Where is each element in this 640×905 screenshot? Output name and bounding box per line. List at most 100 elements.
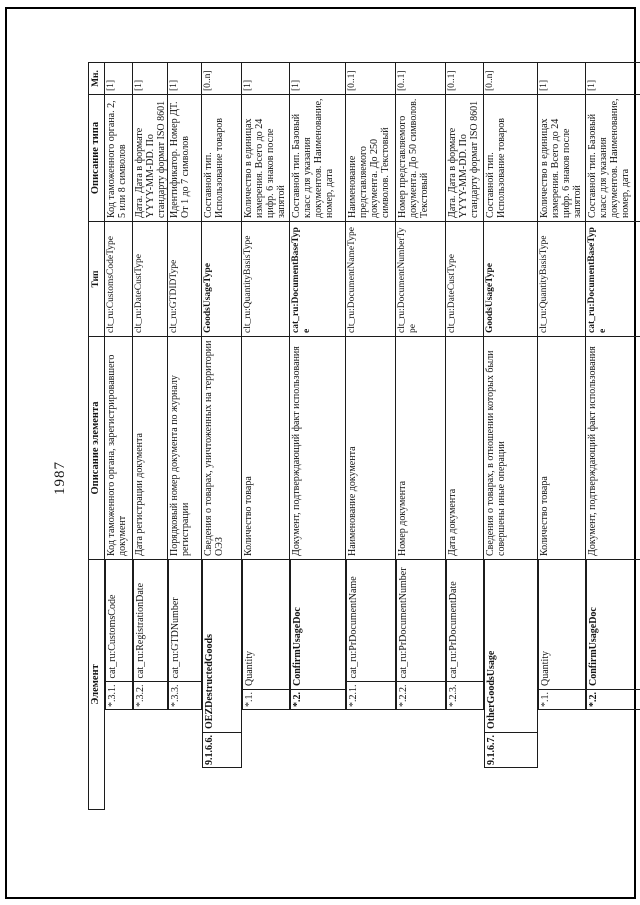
- element-box: *.2. ConfirmUsageDoc: [290, 560, 346, 810]
- element-number: *.2.2.: [396, 681, 446, 710]
- type-description-cell: Составной тип. Базовый класс для указани…: [586, 95, 640, 222]
- type-description-cell: Составной тип. Использование товаров: [202, 95, 242, 222]
- table-header-row: Элемент Описание элемента Тип Описание т…: [88, 62, 105, 810]
- multiplicity-cell: [1]: [290, 62, 346, 95]
- element-name: cat_ru:PrDocumentName: [346, 560, 396, 682]
- elements-table: Элемент Описание элемента Тип Описание т…: [88, 62, 640, 810]
- element-name: cat_ru:RegistrationDate: [133, 560, 168, 682]
- element-name: cat_ru:GTDNumber: [168, 560, 202, 682]
- element-description-cell: Количество товара: [242, 337, 290, 560]
- multiplicity-cell: [0..1]: [446, 62, 484, 95]
- type-description-cell: Составной тип. Базовый класс для указани…: [290, 95, 346, 222]
- element-box: *.1. Quantity: [538, 560, 586, 810]
- element-number: *.3.3.: [168, 681, 202, 710]
- indent-spacer: [242, 710, 290, 810]
- element-number: *.3.1.: [105, 681, 133, 710]
- element-cell: *.2.1. cat_ru:PrDocumentName: [346, 560, 396, 810]
- element-cell: *.2. ConfirmUsageDoc: [290, 560, 346, 810]
- multiplicity-cell: [0..n]: [484, 62, 538, 95]
- element-description-cell: Дата документа: [446, 337, 484, 560]
- element-cell: *.3.2. cat_ru:RegistrationDate: [133, 560, 168, 810]
- multiplicity-cell: [1]: [586, 62, 640, 95]
- multiplicity-cell: [1]: [133, 62, 168, 95]
- element-box: *.3.3. cat_ru:GTDNumber: [168, 560, 202, 810]
- element-cell: *.3.1. cat_ru:CustomsCode: [105, 560, 133, 810]
- indent-spacer: [446, 710, 484, 810]
- type-description-cell: Дата. Дата в формате YYYY-MM-DD. По стан…: [446, 95, 484, 222]
- element-description-cell: Документ, подтверждающий факт использова…: [586, 337, 640, 560]
- element-name: OEZDestructedGoods: [202, 560, 242, 732]
- indent-spacer: [168, 710, 202, 810]
- type-cell: clt_ru:DateCustType: [446, 222, 484, 337]
- table-row: *.2. ConfirmUsageDoc Документ, подтверждаю…: [586, 62, 640, 810]
- element-name: cat_ru:CustomsCode: [105, 560, 133, 682]
- type-cell: cat_ru:DocumentBaseType: [290, 222, 346, 337]
- element-description-cell: Код таможенного органа, зарегистрировавш…: [105, 337, 133, 560]
- table-body: *.3.1. cat_ru:CustomsCode Код таможенного …: [105, 62, 640, 810]
- element-box: *.2.2. cat_ru:PrDocumentNumber: [396, 560, 446, 810]
- element-description-cell: Номер документа: [396, 337, 446, 560]
- element-name: ConfirmUsageDoc: [290, 560, 346, 689]
- type-cell: clt_ru:DateCustType: [133, 222, 168, 337]
- element-name: cat_ru:PrDocumentDate: [446, 560, 484, 682]
- element-description-cell: Количество товара: [538, 337, 586, 560]
- element-description-cell: Сведения о товарах, в отношении которых …: [484, 337, 538, 560]
- element-number: *.1.: [242, 689, 290, 710]
- type-description-cell: Наименование представляемого документа. …: [346, 95, 396, 222]
- type-description-cell: Количество в единицах измерения. Всего д…: [538, 95, 586, 222]
- element-number: *.2.1.: [346, 681, 396, 710]
- element-cell: 9.1.6.7. OtherGoodsUsage: [484, 560, 538, 810]
- table-row: *.2.3. cat_ru:PrDocumentDate Дата документ…: [446, 62, 484, 810]
- table-row: *.2.2. cat_ru:PrDocumentNumber Номер докум…: [396, 62, 446, 810]
- type-description-cell: Идентификатор. Номер ДТ. От 1 до 7 симво…: [168, 95, 202, 222]
- table-row: *.1. Quantity Количество товара clt_ru:Quan…: [242, 62, 290, 810]
- page-number: 1987: [52, 461, 68, 495]
- element-box: *.3.1. cat_ru:CustomsCode: [105, 560, 133, 810]
- type-cell: clt_ru:QuantityBasisType: [538, 222, 586, 337]
- table-row: *.3.2. cat_ru:RegistrationDate Дата регист…: [133, 62, 168, 810]
- element-name: cat_ru:PrDocumentNumber: [396, 560, 446, 682]
- indent-spacer: [290, 710, 346, 810]
- type-cell: GoodsUsageType: [202, 222, 242, 337]
- type-cell: clt_ru:GTDIDType: [168, 222, 202, 337]
- table-row: *.3.3. cat_ru:GTDNumber Порядковый номер д…: [168, 62, 202, 810]
- multiplicity-cell: [1]: [105, 62, 133, 95]
- element-description-cell: Порядковый номер документа по журналу ре…: [168, 337, 202, 560]
- element-name: Quantity: [242, 560, 290, 689]
- type-cell: clt_ru:DocumentNameType: [346, 222, 396, 337]
- indent-spacer: [586, 710, 640, 810]
- element-cell: *.2. ConfirmUsageDoc: [586, 560, 640, 810]
- indent-spacer: [346, 710, 396, 810]
- element-box: *.2. ConfirmUsageDoc: [586, 560, 640, 810]
- indent-spacer: [202, 768, 242, 810]
- header-element-description: Описание элемента: [88, 337, 105, 560]
- element-cell: *.2.2. cat_ru:PrDocumentNumber: [396, 560, 446, 810]
- type-cell: clt_ru:QuantityBasisType: [242, 222, 290, 337]
- element-box: *.2.3. cat_ru:PrDocumentDate: [446, 560, 484, 810]
- indent-spacer: [396, 710, 446, 810]
- table-row: 9.1.6.7. OtherGoodsUsage Сведения о товара…: [484, 62, 538, 810]
- multiplicity-cell: [1]: [242, 62, 290, 95]
- element-description-cell: Документ, подтверждающий факт использова…: [290, 337, 346, 560]
- element-name: Quantity: [538, 560, 586, 689]
- element-description-cell: Наименование документа: [346, 337, 396, 560]
- element-cell: *.2.3. cat_ru:PrDocumentDate: [446, 560, 484, 810]
- element-box: *.1. Quantity: [242, 560, 290, 810]
- element-name: ConfirmUsageDoc: [586, 560, 640, 689]
- type-cell: cat_ru:DocumentBaseType: [586, 222, 640, 337]
- type-description-cell: Количество в единицах измерения. Всего д…: [242, 95, 290, 222]
- table-row: *.1. Quantity Количество товара clt_ru:Quan…: [538, 62, 586, 810]
- multiplicity-cell: [1]: [168, 62, 202, 95]
- indent-spacer: [133, 710, 168, 810]
- element-number: *.2.: [586, 689, 640, 710]
- element-number: *.1.: [538, 689, 586, 710]
- multiplicity-cell: [0..1]: [396, 62, 446, 95]
- element-cell: *.1. Quantity: [242, 560, 290, 810]
- multiplicity-cell: [1]: [538, 62, 586, 95]
- element-cell: *.3.3. cat_ru:GTDNumber: [168, 560, 202, 810]
- element-box: *.3.2. cat_ru:RegistrationDate: [133, 560, 168, 810]
- table-row: *.2.1. cat_ru:PrDocumentName Наименование …: [346, 62, 396, 810]
- indent-spacer: [538, 710, 586, 810]
- type-description-cell: Номер представляемого документа. До 50 с…: [396, 95, 446, 222]
